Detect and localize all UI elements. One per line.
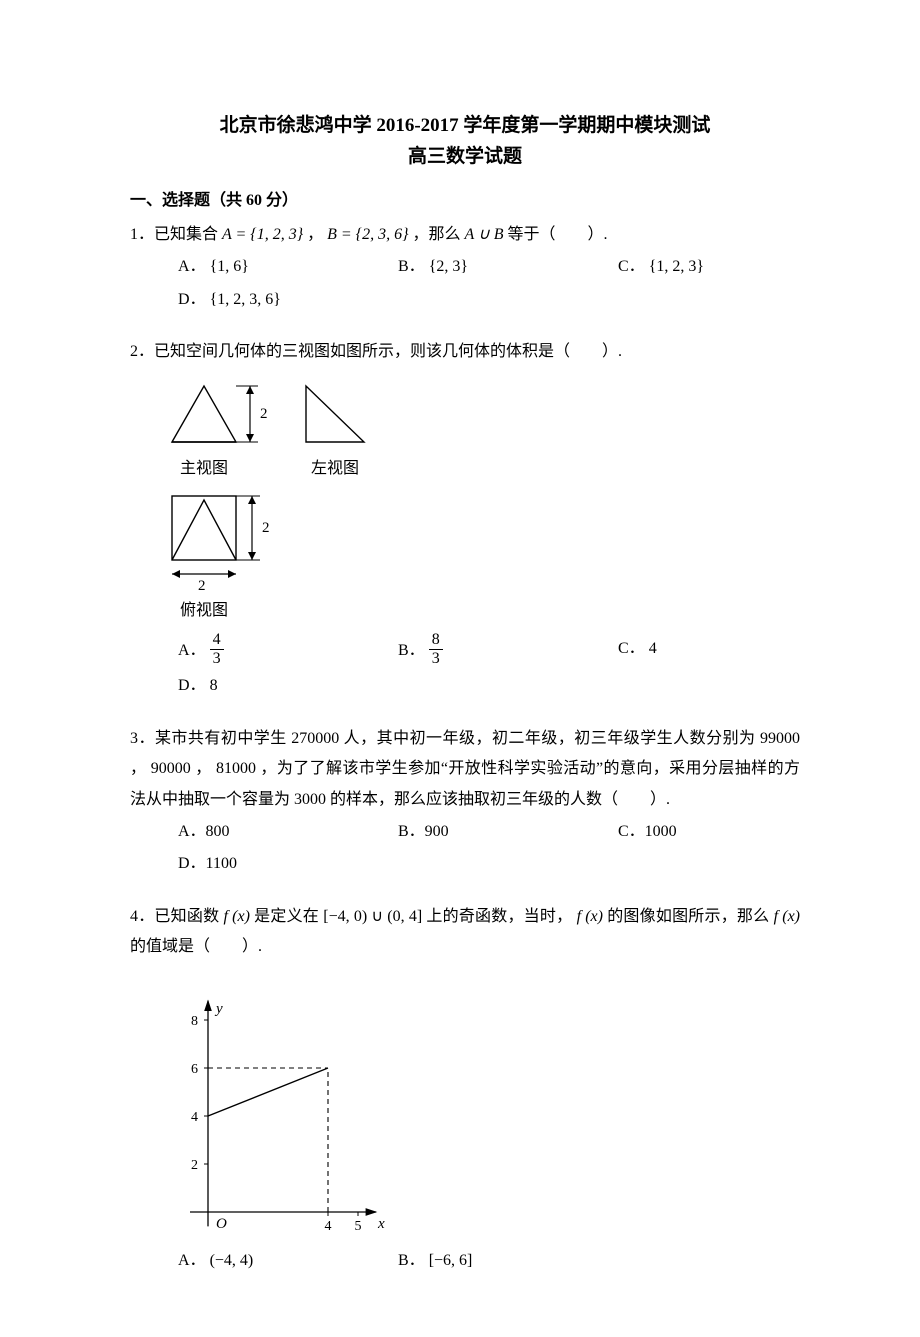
svg-text:5: 5 <box>355 1219 362 1234</box>
left-view-label: 左视图 <box>294 454 376 484</box>
q1-optC-val: {1, 2, 3} <box>649 258 704 275</box>
question-4: 4．已知函数 f (x) 是定义在 [−4, 0) ∪ (0, 4] 上的奇函数… <box>130 902 800 1277</box>
q2-front-view: 2 主视图 <box>164 378 276 484</box>
q4-optB: B． [−6, 6] <box>398 1246 618 1276</box>
q2-optB-frac: 8 3 <box>429 632 443 667</box>
q4-mid3: 的图像如图所示，那么 <box>607 908 773 925</box>
q2-optC: C． 4 <box>618 634 838 669</box>
q2-optA-num: 4 <box>210 632 224 650</box>
svg-text:2: 2 <box>191 1158 198 1173</box>
q2-optA: A． 4 3 <box>178 634 398 669</box>
q4-domain: [−4, 0) ∪ (0, 4] <box>323 908 422 925</box>
front-height-label: 2 <box>260 406 268 422</box>
q1-optD-val: {1, 2, 3, 6} <box>210 291 281 308</box>
q3-optD: D．1100 <box>178 849 800 879</box>
svg-text:4: 4 <box>325 1219 332 1234</box>
left-view-svg <box>294 378 380 454</box>
q4-optA: A． (−4, 4) <box>178 1246 398 1276</box>
svg-text:4: 4 <box>191 1110 198 1125</box>
q4-optB-label: B． <box>398 1252 425 1269</box>
q1-pre: 1．已知集合 <box>130 226 222 243</box>
q1-optB-label: B． <box>398 258 425 275</box>
q2-optC-val: 4 <box>649 640 657 657</box>
top-height-label: 2 <box>262 520 270 536</box>
svg-text:O: O <box>216 1216 227 1232</box>
page-title-line1: 北京市徐悲鸿中学 2016-2017 学年度第一学期期中模块测试 <box>130 110 800 137</box>
q2-optB-num: 8 <box>429 632 443 650</box>
q2-optA-den: 3 <box>210 650 224 667</box>
q1-optC: C． {1, 2, 3} <box>618 252 838 282</box>
q4-stem: 4．已知函数 f (x) 是定义在 [−4, 0) ∪ (0, 4] 上的奇函数… <box>130 902 800 963</box>
q1-tail: 等于（ ）. <box>507 226 607 243</box>
top-view-svg: 2 2 <box>164 488 294 596</box>
q1-mid2: ，那么 <box>412 226 464 243</box>
front-view-label: 主视图 <box>164 454 244 484</box>
q2-optA-label: A． <box>178 643 206 660</box>
svg-text:x: x <box>377 1216 385 1232</box>
q1-optA: A． {1, 6} <box>178 252 398 282</box>
page-title-line2: 高三数学试题 <box>130 141 800 168</box>
q4-fx2: f (x) <box>577 908 603 925</box>
q1-optD-label: D． <box>178 291 206 308</box>
exam-page: 北京市徐悲鸿中学 2016-2017 学年度第一学期期中模块测试 高三数学试题 … <box>0 0 920 1337</box>
q1-optA-val: {1, 6} <box>210 258 249 275</box>
q2-optA-frac: 4 3 <box>210 632 224 667</box>
q1-union: A ∪ B <box>465 226 504 243</box>
q3-optB: B．900 <box>398 817 618 847</box>
q4-mid2: 上的奇函数，当时， <box>426 908 572 925</box>
q2-optD-label: D． <box>178 677 206 694</box>
q4-optB-val: [−6, 6] <box>429 1252 473 1269</box>
q3-optA: A．800 <box>178 817 398 847</box>
q2-views-row1: 2 主视图 左视图 <box>164 378 800 484</box>
q4-options-row1: A． (−4, 4) B． [−6, 6] <box>178 1246 800 1276</box>
q1-mid1: ， <box>307 226 327 243</box>
question-1: 1．已知集合 A = {1, 2, 3} ， B = {2, 3, 6} ，那么… <box>130 220 800 315</box>
q4-optA-val: (−4, 4) <box>210 1252 254 1269</box>
q1-optB: B． {2, 3} <box>398 252 618 282</box>
section-heading: 一、选择题（共 60 分） <box>130 186 800 210</box>
q3-optC: C．1000 <box>618 817 838 847</box>
q2-options-row1: A． 4 3 B． 8 3 C． 4 <box>178 634 800 669</box>
question-3: 3．某市共有初中学生 270000 人，其中初一年级，初二年级，初三年级学生人数… <box>130 724 800 880</box>
svg-text:8: 8 <box>191 1014 198 1029</box>
q1-stem: 1．已知集合 A = {1, 2, 3} ， B = {2, 3, 6} ，那么… <box>130 220 800 250</box>
q4-fx3: f (x) <box>774 908 800 925</box>
q2-optD-val: 8 <box>210 677 218 694</box>
q4-pre: 4．已知函数 <box>130 908 224 925</box>
q4-tail: 的值域是（ ）. <box>130 938 262 955</box>
q2-top-view: 2 2 俯视图 <box>164 488 800 626</box>
q3-stem: 3．某市共有初中学生 270000 人，其中初一年级，初二年级，初三年级学生人数… <box>130 724 800 815</box>
question-2: 2．已知空间几何体的三视图如图所示，则该几何体的体积是（ ）. 2 <box>130 337 800 702</box>
q1-setB: B = {2, 3, 6} <box>327 226 408 243</box>
q2-left-view: 左视图 <box>294 378 380 484</box>
svg-text:y: y <box>214 1001 223 1017</box>
q2-stem: 2．已知空间几何体的三视图如图所示，则该几何体的体积是（ ）. <box>130 337 800 367</box>
q2-optB-den: 3 <box>429 650 443 667</box>
top-view-label: 俯视图 <box>164 596 244 626</box>
q4-chart: 2 4 6 8 4 5 Ox y <box>164 980 800 1240</box>
q1-optC-label: C． <box>618 258 645 275</box>
q2-figure: 2 主视图 左视图 <box>164 378 800 627</box>
q1-optA-label: A． <box>178 258 206 275</box>
front-view-svg: 2 <box>164 378 276 454</box>
q4-mid1: 是定义在 <box>254 908 323 925</box>
q2-optD: D． 8 <box>178 671 800 701</box>
q2-optB-label: B． <box>398 643 425 660</box>
q4-fx1: f (x) <box>224 908 250 925</box>
q4-optA-label: A． <box>178 1252 206 1269</box>
q4-chart-svg: 2 4 6 8 4 5 Ox y <box>164 980 394 1240</box>
q1-optB-val: {2, 3} <box>429 258 468 275</box>
q1-options-row1: A． {1, 6} B． {2, 3} C． {1, 2, 3} <box>178 252 800 282</box>
top-width-label: 2 <box>198 578 206 594</box>
q1-setA: A = {1, 2, 3} <box>222 226 303 243</box>
q3-options-row1: A．800 B．900 C．1000 <box>178 817 800 847</box>
svg-text:6: 6 <box>191 1062 198 1077</box>
q2-optB: B． 8 3 <box>398 634 618 669</box>
q1-optD: D． {1, 2, 3, 6} <box>178 285 800 315</box>
q2-optC-label: C． <box>618 640 645 657</box>
